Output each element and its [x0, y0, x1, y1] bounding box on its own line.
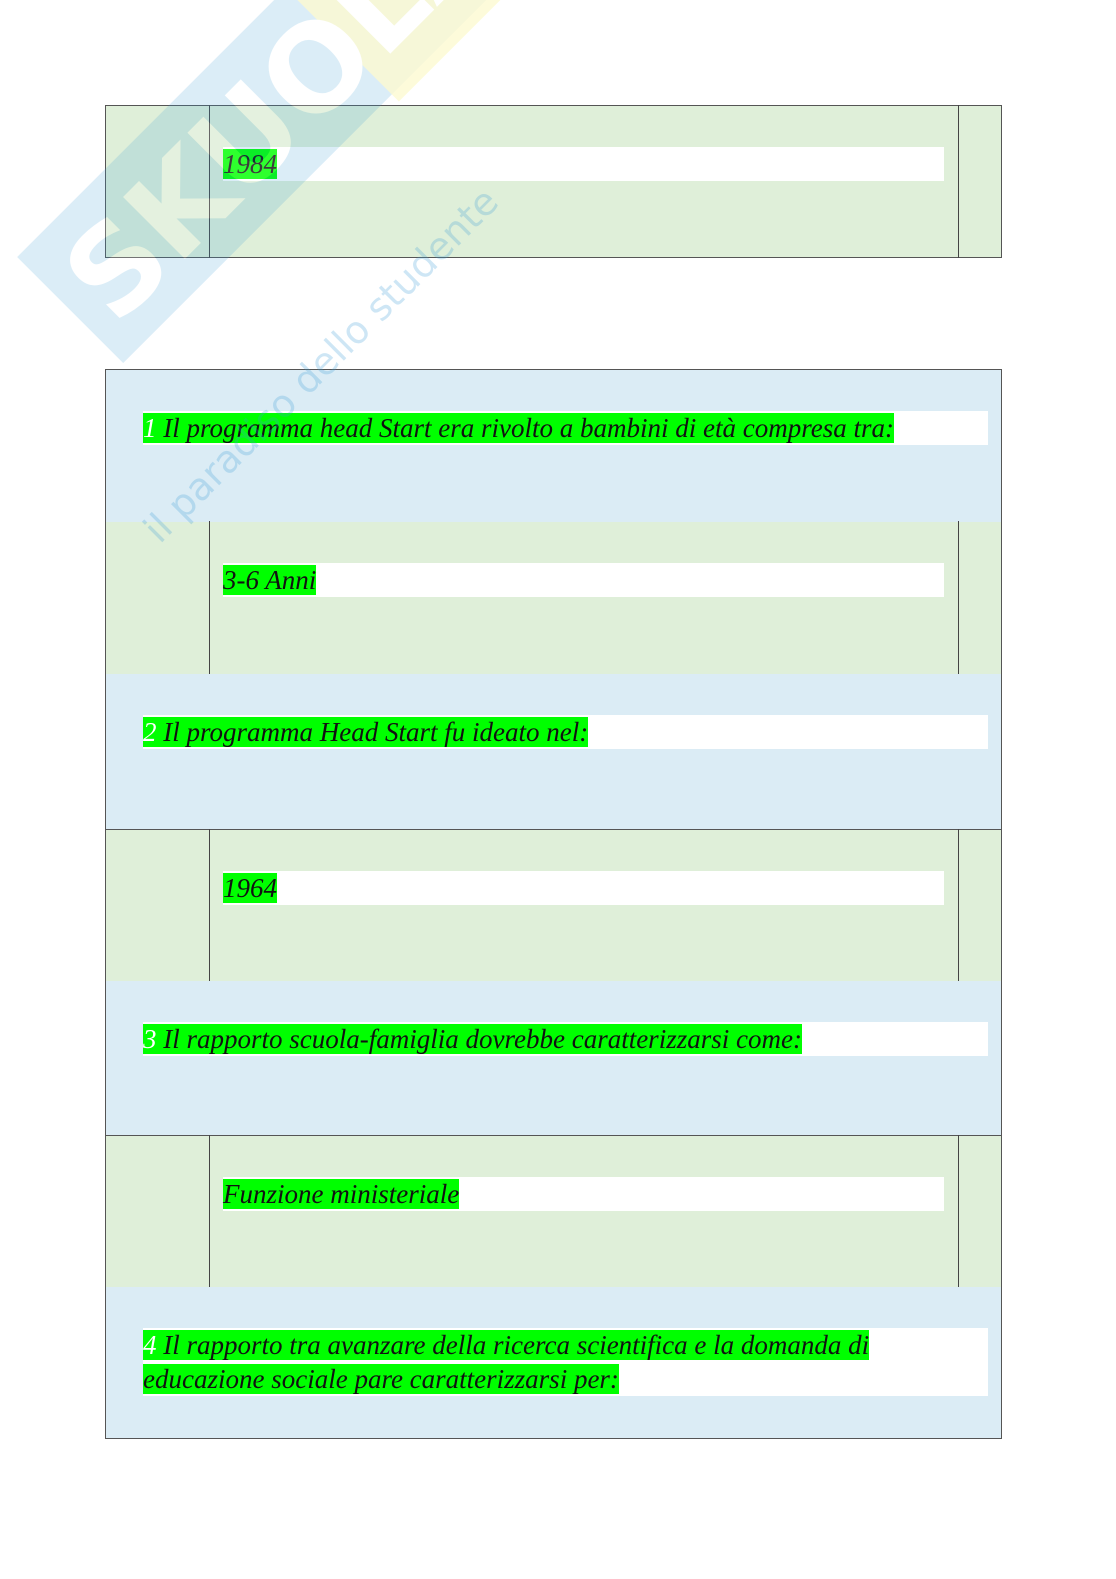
answer-row-top: 1984 — [105, 105, 1002, 258]
question-field: 3 Il rapporto scuola-famiglia dovrebbe c… — [143, 1022, 988, 1056]
question-field: 2 Il programma Head Start fu ideato nel: — [143, 715, 988, 749]
answer-field: 1984 — [223, 147, 944, 181]
answer-field: 1964 — [223, 871, 944, 905]
divider — [958, 521, 959, 675]
answer-row-3: Funzione ministeriale — [105, 1135, 1002, 1288]
question-row-1: 1 Il programma head Start era rivolto a … — [105, 369, 1002, 523]
question-number: 1 — [143, 413, 157, 443]
answer-field: Funzione ministeriale — [223, 1177, 944, 1211]
question-field: 1 Il programma head Start era rivolto a … — [143, 411, 988, 445]
divider — [958, 105, 959, 258]
divider — [958, 829, 959, 982]
divider — [209, 105, 210, 258]
divider — [209, 1135, 210, 1288]
answer-text: 3-6 Anni — [223, 565, 317, 595]
question-row-3: 3 Il rapporto scuola-famiglia dovrebbe c… — [105, 981, 1002, 1136]
question-text: Il programma head Start era rivolto a ba… — [156, 413, 894, 443]
question-number: 3 — [143, 1024, 157, 1054]
answer-text: 1984 — [223, 149, 277, 179]
question-number: 4 — [143, 1330, 157, 1360]
question-number: 2 — [143, 717, 157, 747]
question-text: Il rapporto tra avanzare della ricerca s… — [143, 1330, 870, 1394]
divider — [958, 1135, 959, 1288]
answer-field: 3-6 Anni — [223, 563, 944, 597]
answer-row-1: 3-6 Anni — [105, 521, 1002, 675]
answer-text: 1964 — [223, 873, 277, 903]
question-field: 4 Il rapporto tra avanzare della ricerca… — [143, 1328, 988, 1396]
answer-row-2: 1964 — [105, 829, 1002, 982]
divider — [209, 829, 210, 982]
divider — [209, 521, 210, 675]
question-text: Il programma Head Start fu ideato nel: — [156, 717, 589, 747]
question-row-2: 2 Il programma Head Start fu ideato nel: — [105, 674, 1002, 830]
question-text: Il rapporto scuola-famiglia dovrebbe car… — [156, 1024, 802, 1054]
answer-text: Funzione ministeriale — [223, 1179, 460, 1209]
question-row-4: 4 Il rapporto tra avanzare della ricerca… — [105, 1287, 1002, 1439]
